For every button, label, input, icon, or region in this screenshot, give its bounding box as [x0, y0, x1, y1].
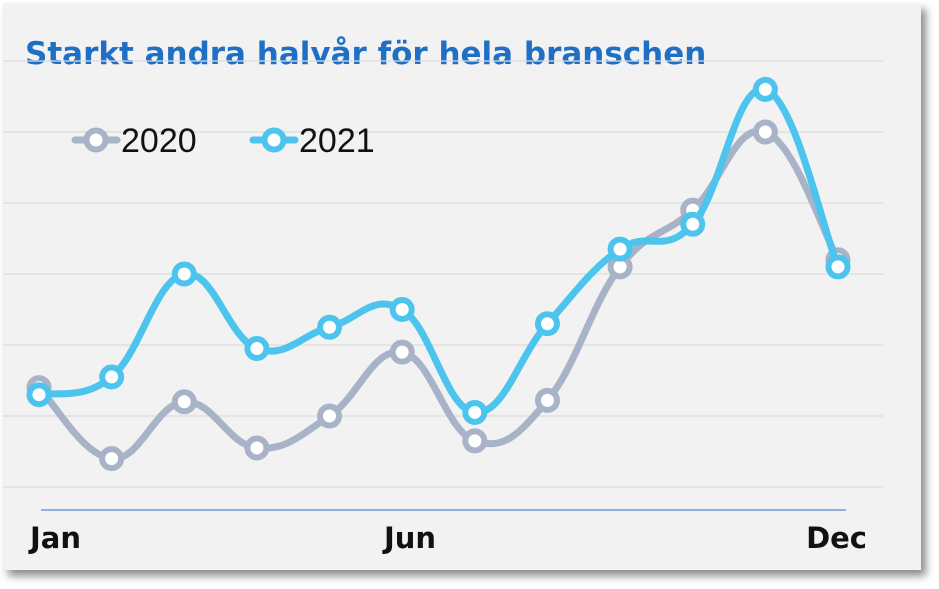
legend-label: 2020 [121, 122, 197, 160]
data-point [389, 339, 415, 365]
data-point [171, 389, 197, 415]
x-tick-label: Dec [806, 521, 867, 555]
data-point [317, 403, 343, 429]
data-point [99, 446, 125, 472]
data-point [317, 314, 343, 340]
data-point [607, 236, 633, 262]
data-point [389, 297, 415, 322]
chart-panel: Starkt andra halvår för hela branschen 2… [3, 3, 921, 570]
data-point [534, 387, 560, 413]
x-tick-labels: Jan Jun Dec [28, 521, 867, 555]
series-2021 [26, 76, 851, 425]
legend: 2020 2021 [71, 122, 375, 160]
data-point [99, 364, 125, 390]
chart-title: Starkt andra halvår för hela branschen [25, 36, 706, 72]
data-point [680, 211, 706, 237]
data-point [244, 435, 270, 461]
data-point [825, 254, 851, 280]
data-point [171, 261, 197, 287]
x-tick-label: Jan [28, 521, 81, 555]
legend-swatch-marker [261, 127, 287, 153]
data-point [462, 428, 488, 454]
legend-item-2020: 2020 [71, 122, 197, 160]
legend-swatch-marker [83, 127, 109, 153]
series-layer [26, 76, 851, 472]
data-point [752, 76, 778, 102]
x-tick-label: Jun [382, 521, 436, 555]
data-point [244, 336, 270, 362]
data-point [752, 119, 778, 145]
data-point [534, 311, 560, 337]
gridlines [3, 60, 883, 488]
legend-label: 2021 [299, 122, 375, 160]
data-point [462, 399, 488, 425]
legend-item-2021: 2021 [249, 122, 375, 160]
line-chart: Starkt andra halvår för hela branschen 2… [3, 36, 883, 555]
data-point [26, 382, 52, 408]
